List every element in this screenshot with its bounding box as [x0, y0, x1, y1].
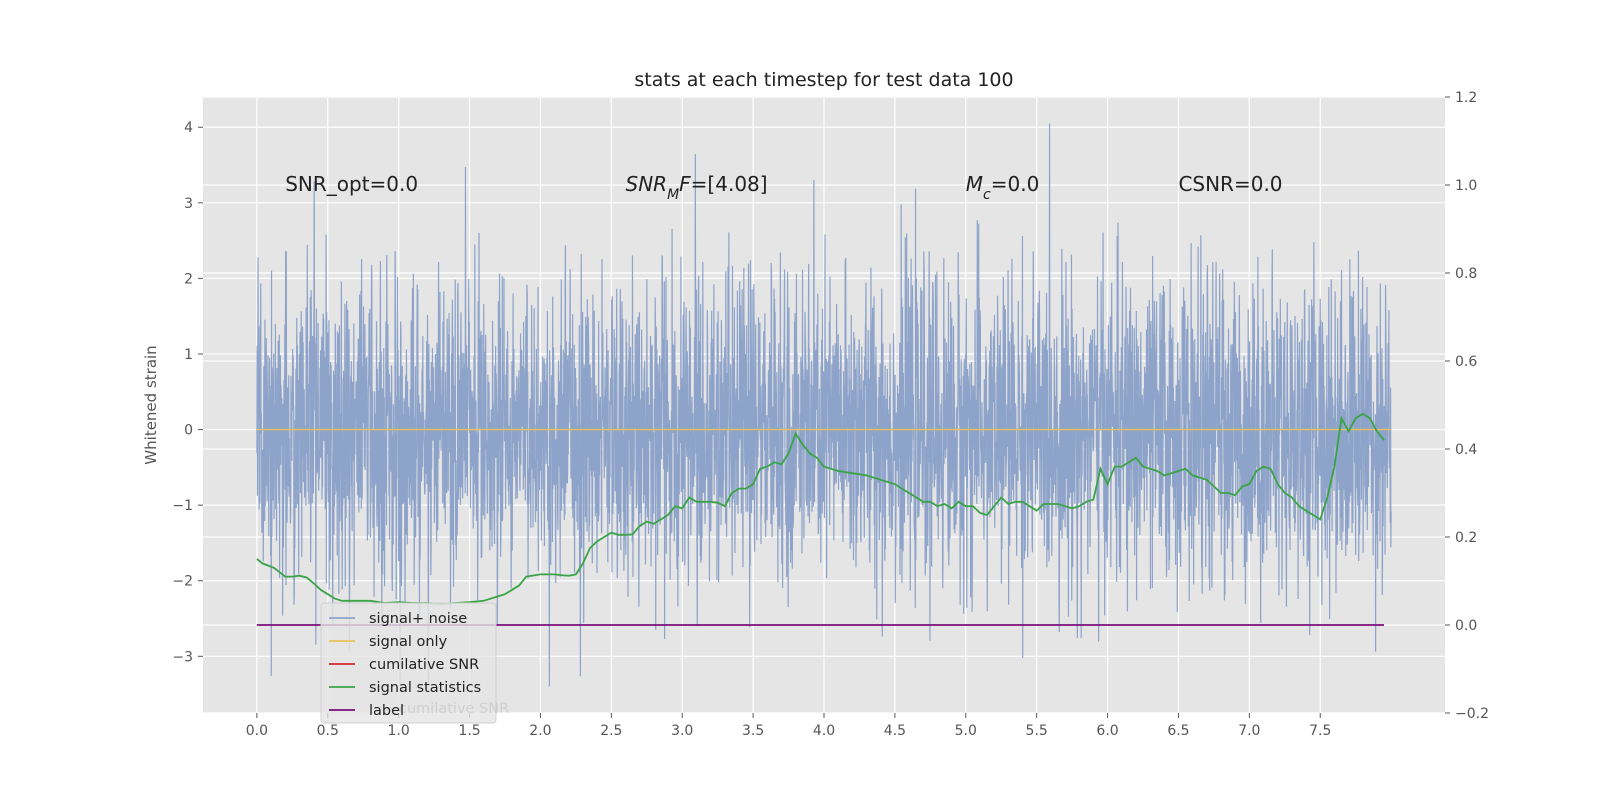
x-tick-label: 6.0: [1096, 723, 1118, 739]
y-tick-label: 1: [184, 347, 193, 363]
annotation-csnr: CSNR=0.0: [1178, 172, 1282, 196]
axes: 0.0 0.5 1.0 1.5 2.0 2.5 3.0 3.5 4.0 4.5 5.0 5.5 6.0 6…: [172, 90, 1489, 739]
y2-tick-label: 1.2: [1455, 90, 1477, 106]
x-tick-label: 7.5: [1309, 723, 1331, 739]
signal-noise-series: [256, 123, 1392, 687]
x-tick-label: 5.0: [955, 723, 977, 739]
x-tick-label: 5.5: [1026, 723, 1048, 739]
annotation-snr-opt: SNR_opt=0.0: [285, 172, 418, 196]
y-tick-label: −1: [172, 498, 193, 514]
legend-box: [320, 602, 497, 724]
x-tick-label: 7.0: [1238, 723, 1260, 739]
signal-noise-line: [256, 123, 1392, 687]
legend-entry-label: signal statistics: [369, 680, 481, 696]
x-tick-label: 4.0: [813, 723, 835, 739]
y-tick-label: 0: [184, 423, 193, 439]
legend-entry-label: signal only: [369, 634, 448, 650]
x-tick-label: 3.0: [671, 723, 693, 739]
legend-overflow-text: cumilative SNR: [399, 701, 509, 717]
legend: cumilative SNR signal+ noise signal only cu…: [320, 602, 509, 724]
y-axis-label: Whitened strain: [142, 345, 160, 464]
y2-tick-label: 1.0: [1455, 178, 1477, 194]
x-tick-label: 6.5: [1167, 723, 1189, 739]
y-tick-label: −3: [172, 649, 193, 665]
legend-entry-label: signal+ noise: [369, 611, 467, 627]
annotation-snr-mf: SNRMF=[4.08]: [626, 172, 768, 203]
x-tick-label: 1.0: [388, 723, 410, 739]
x-tick-label: 4.5: [884, 723, 906, 739]
y2-tick-label: 0.8: [1455, 266, 1477, 282]
y-tick-label: 3: [184, 196, 193, 212]
x-tick-label: 3.5: [742, 723, 764, 739]
x-tick-label: 2.0: [529, 723, 551, 739]
x-tick-label: 1.5: [458, 723, 480, 739]
signal-statistics-line: [256, 412, 1385, 605]
legend-entry-label: label: [369, 703, 404, 719]
y2-tick-label: 0.0: [1455, 618, 1477, 634]
y2-tick-label: −0.2: [1455, 706, 1489, 722]
y-tick-label: −2: [172, 574, 193, 590]
x-tick-label: 2.5: [600, 723, 622, 739]
annotations: SNR_opt=0.0 SNRMF=[4.08] Mc=0.0 CSNR=0.0: [285, 172, 1282, 203]
chart-title: stats at each timestep for test data 100: [634, 69, 1013, 91]
y2-tick-label: 0.4: [1455, 442, 1477, 458]
legend-entry-label: cumilative SNR: [369, 657, 479, 673]
y2-tick-label: 0.6: [1455, 354, 1477, 370]
y-tick-label: 4: [184, 120, 193, 136]
y2-tick-label: 0.2: [1455, 530, 1477, 546]
x-tick-label: 0.0: [246, 723, 268, 739]
y-tick-label: 2: [184, 271, 193, 287]
x-tick-label: 0.5: [317, 723, 339, 739]
annotation-mc: Mc=0.0: [966, 172, 1040, 203]
